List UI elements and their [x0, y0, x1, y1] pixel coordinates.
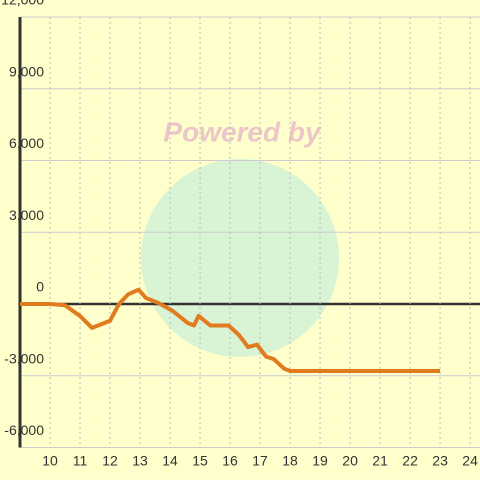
- x-tick-label: 14: [162, 453, 178, 469]
- watermark-logo: [141, 159, 339, 357]
- line: [20, 287, 441, 373]
- x-tick-label: 15: [192, 453, 208, 469]
- watermark: Powered by: [163, 116, 322, 147]
- y-tick-label: 12,000: [1, 0, 44, 8]
- x-tick-label: 22: [402, 453, 418, 469]
- x-tick-label: 17: [252, 453, 268, 469]
- y-tick-label: 3,000: [9, 207, 44, 223]
- x-tick-label: 16: [222, 453, 238, 469]
- x-tick-label: 18: [282, 453, 298, 469]
- y-tick-label: 9,000: [9, 63, 44, 79]
- x-tick-label: 10: [42, 453, 58, 469]
- x-tick-label: 13: [132, 453, 148, 469]
- x-tick-label: 19: [312, 453, 328, 469]
- x-tick-label: 21: [372, 453, 388, 469]
- x-tick-label: 12: [102, 453, 118, 469]
- x-tick-label: 11: [73, 453, 88, 469]
- y-tick-label: -6,000: [4, 422, 44, 438]
- x-tick-label: 24: [462, 453, 478, 469]
- x-tick-label: 20: [342, 453, 358, 469]
- y-tick-label: -3,000: [4, 350, 44, 366]
- y-tick-label: 0: [36, 279, 44, 295]
- y-tick-label: 6,000: [9, 135, 44, 151]
- x-tick-label: 23: [432, 453, 448, 469]
